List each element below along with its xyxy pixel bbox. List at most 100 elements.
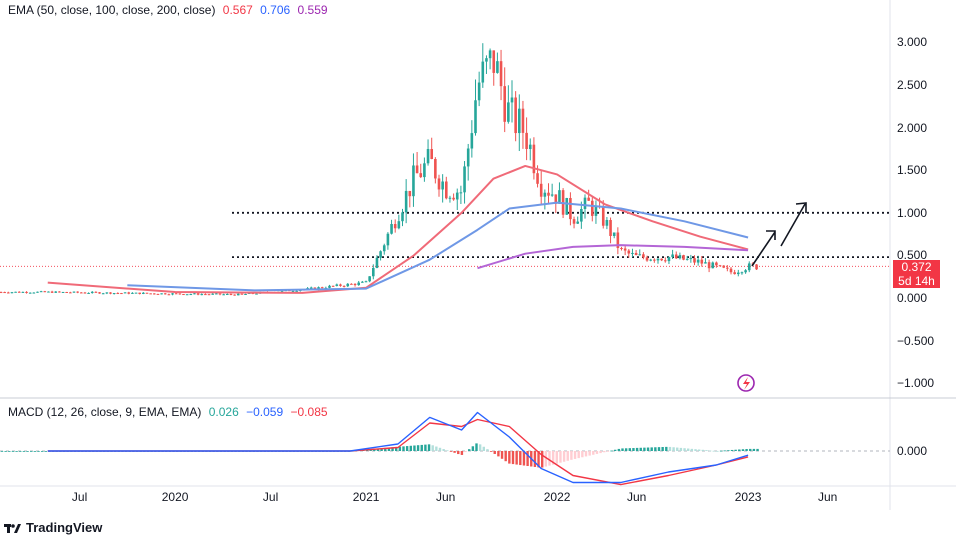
candle-body — [707, 262, 711, 269]
macd-histogram-bar — [405, 446, 409, 451]
candle-body — [682, 255, 685, 260]
candle-body — [76, 291, 79, 293]
price-tick-label: 0.000 — [897, 291, 928, 305]
candle — [733, 269, 736, 275]
macd-histogram-bar — [15, 451, 18, 452]
candle — [382, 243, 386, 255]
candle-body — [488, 50, 492, 59]
candle-body — [138, 292, 141, 294]
macd-histogram-bar — [373, 448, 376, 451]
candle — [182, 293, 185, 296]
candle — [576, 216, 579, 224]
candle — [726, 265, 729, 272]
candle-body — [101, 293, 105, 295]
candle-body — [733, 272, 736, 275]
candle — [120, 292, 123, 295]
candle — [50, 290, 54, 294]
candle-body — [47, 291, 50, 293]
candle-body — [452, 197, 455, 200]
candle-body — [470, 133, 474, 149]
ema-legend[interactable]: EMA (50, close, 100, close, 200, close) … — [8, 3, 332, 17]
candle — [204, 293, 207, 296]
macd-histogram-bar — [727, 450, 730, 452]
macd-line — [47, 411, 749, 484]
candle-body — [667, 257, 671, 262]
candle — [572, 216, 576, 229]
macd-hist-value: 0.026 — [208, 405, 239, 419]
macd-histogram-bar — [457, 451, 460, 455]
candle — [474, 79, 477, 136]
candle — [532, 137, 536, 180]
macd-histogram-bar — [687, 448, 690, 451]
macd-legend[interactable]: MACD (12, 26, close, 9, EMA, EMA) 0.026 … — [8, 405, 332, 419]
candle-body — [142, 292, 145, 294]
candle-body — [696, 259, 700, 263]
candle — [240, 293, 244, 295]
macd-histogram-bar — [515, 451, 518, 465]
macd-line-value: −0.059 — [246, 405, 284, 419]
candle — [229, 293, 233, 296]
candle-body — [664, 260, 667, 262]
macd-histogram-bar — [0, 451, 4, 452]
candle-body — [587, 197, 590, 201]
price-tick-label: 3.000 — [897, 35, 928, 50]
candle-body — [426, 149, 430, 164]
macd-histogram-bar — [519, 451, 522, 466]
candle-body — [145, 292, 149, 294]
candle-body — [3, 292, 6, 294]
candle-body — [200, 294, 204, 296]
macd-histogram-bar — [533, 451, 537, 467]
price-tick-label: 1.500 — [897, 163, 928, 178]
candle-body — [98, 292, 101, 294]
macd-histogram-bar — [650, 447, 653, 451]
candle-body — [14, 291, 17, 293]
macd-histogram-bar — [424, 444, 427, 451]
candle — [401, 208, 404, 227]
macd-histogram-bar — [610, 450, 613, 452]
candle — [3, 291, 6, 294]
candle-body — [434, 159, 437, 179]
macd-signal-value: −0.085 — [290, 405, 328, 419]
macd-histogram-bar — [643, 447, 646, 451]
macd-histogram-bar — [719, 450, 723, 452]
candle — [83, 291, 87, 294]
candle-body — [134, 292, 138, 294]
candle-body — [153, 293, 156, 295]
candle-body — [700, 259, 704, 264]
macd-histogram-bar — [438, 447, 442, 451]
candle-body — [715, 262, 718, 266]
candle-body — [755, 264, 758, 270]
candle-body — [353, 283, 357, 286]
tradingview-logo[interactable]: TradingView — [4, 520, 102, 535]
candle-body — [295, 290, 298, 292]
macd-histogram-bar — [493, 451, 496, 454]
candle — [185, 294, 189, 296]
candle — [87, 292, 90, 294]
macd-histogram-bar — [446, 450, 449, 452]
candle-body — [17, 291, 21, 293]
macd-histogram-bar — [44, 451, 47, 452]
macd-histogram-bar — [752, 448, 756, 451]
candle — [445, 176, 448, 200]
candle-body — [375, 257, 379, 268]
candle-body — [722, 265, 725, 268]
macd-histogram-bar — [603, 451, 606, 453]
candle — [36, 291, 39, 293]
time-tick-label: Jun — [817, 490, 838, 504]
time-tick-label: 2022 — [543, 490, 571, 504]
macd-histogram-bar — [431, 445, 434, 451]
candle-body — [193, 293, 196, 295]
candle-body — [43, 291, 47, 293]
lightning-icon-bolt — [743, 377, 750, 390]
macd-histogram-bar — [453, 451, 456, 453]
candle — [10, 291, 14, 294]
ema200-line — [477, 244, 749, 270]
price-tick-label: −0.500 — [897, 333, 935, 348]
candle-body — [32, 292, 36, 294]
candle-body — [36, 291, 39, 293]
candle-body — [496, 61, 499, 73]
candle-body — [528, 144, 532, 150]
candle-body — [737, 272, 740, 275]
candle-body — [379, 251, 382, 258]
